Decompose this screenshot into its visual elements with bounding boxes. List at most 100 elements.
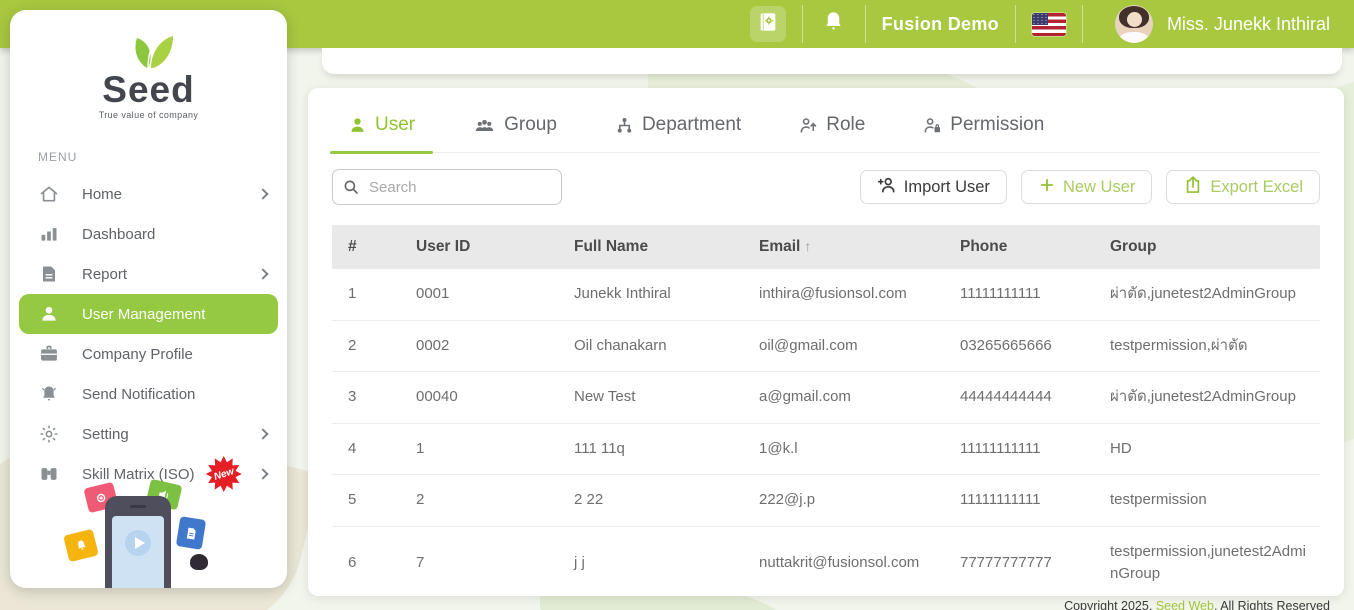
sidebar-item-skill-matrix[interactable]: Skill Matrix (ISO) New — [10, 454, 287, 494]
cell-email: inthira@fusionsol.com — [749, 269, 950, 321]
manual-book-button[interactable] — [749, 6, 786, 42]
sidebar-item-send-notification[interactable]: Send Notification — [10, 374, 287, 414]
sidebar-item-company-profile[interactable]: Company Profile — [10, 334, 287, 374]
table-row[interactable]: 1 0001 Junekk Inthiral inthira@fusionsol… — [332, 269, 1320, 321]
column-header-phone[interactable]: Phone — [950, 225, 1100, 269]
sidebar-item-setting[interactable]: Setting — [10, 414, 287, 454]
sidebar-illustration — [10, 478, 287, 588]
bell-card-graphic — [63, 528, 99, 563]
header-divider — [1014, 5, 1016, 43]
sort-ascending-icon: ↑ — [804, 238, 812, 254]
seed-web-link[interactable]: Seed Web — [1155, 599, 1214, 610]
user-avatar[interactable] — [1114, 5, 1153, 43]
sidebar-item-label: Dashboard — [82, 225, 156, 243]
permission-icon — [923, 116, 942, 135]
search-box — [332, 169, 562, 205]
cell-phone: 77777777777 — [950, 526, 1100, 596]
sidebar-item-report[interactable]: Report — [10, 254, 287, 294]
import-user-icon — [877, 175, 897, 200]
cell-user-id: 00040 — [406, 371, 564, 424]
tab-label: Role — [826, 114, 866, 135]
table-row[interactable]: 3 00040 New Test a@gmail.com 44444444444… — [332, 371, 1320, 424]
header-divider — [801, 5, 803, 43]
new-user-button[interactable]: New User — [1020, 170, 1153, 204]
cell-phone: 11111111111 — [950, 423, 1100, 475]
tab-department[interactable]: Department — [611, 112, 745, 152]
column-header-full-name[interactable]: Full Name — [564, 225, 749, 269]
report-icon — [38, 265, 60, 283]
cell-user-id: 0001 — [406, 269, 564, 321]
new-user-label: New User — [1062, 177, 1136, 196]
tab-role[interactable]: Role — [795, 112, 869, 152]
avatar-shirt — [1119, 32, 1148, 43]
tab-user[interactable]: User — [329, 112, 434, 154]
footer: Copyright 2025, Seed Web, All Rights Res… — [0, 599, 1330, 610]
bell-icon — [822, 10, 845, 38]
cell-full-name: 111 11q — [564, 423, 749, 475]
tab-group[interactable]: Group — [469, 112, 561, 152]
camera-card-graphic — [83, 481, 119, 514]
cell-index: 5 — [332, 474, 406, 527]
logo-tagline: True value of company — [98, 110, 199, 120]
binoculars-icon — [38, 464, 60, 484]
table-row[interactable]: 2 0002 Oil chanakarn oil@gmail.com 03265… — [332, 320, 1320, 372]
search-input[interactable] — [332, 169, 562, 205]
logged-in-user-name[interactable]: Miss. Junekk Inthiral — [1166, 13, 1330, 34]
bell-icon — [38, 384, 60, 404]
chevron-right-icon — [257, 468, 269, 480]
plus-icon — [1038, 176, 1056, 199]
group-icon — [473, 116, 496, 135]
sidebar-item-label: Report — [82, 265, 128, 283]
cell-user-id: 1 — [406, 423, 564, 475]
sidebar-item-label: Setting — [82, 425, 129, 443]
cell-group: testpermission — [1100, 474, 1320, 527]
tab-label: User — [375, 114, 416, 135]
cell-index: 6 — [332, 526, 406, 596]
cell-email: 1@k.l — [749, 423, 950, 475]
cell-group: testpermission,ผ่าตัด — [1100, 320, 1320, 372]
sidebar-item-user-management[interactable]: User Management — [19, 294, 278, 334]
cell-phone: 11111111111 — [950, 269, 1100, 321]
cell-phone: 11111111111 — [950, 474, 1100, 527]
search-icon — [342, 178, 360, 201]
export-excel-button[interactable]: Export Excel — [1166, 170, 1320, 204]
tab-bar: User Group Department Role Permission — [329, 112, 1320, 154]
sidebar-item-label: Company Profile — [82, 345, 193, 363]
cell-group: ผ่าตัด,junetest2AdminGroup — [1100, 371, 1320, 424]
language-flag-button[interactable] — [1031, 12, 1066, 36]
column-header-email[interactable]: Email ↑ — [749, 225, 950, 269]
copyright-text: Copyright 2025, — [1064, 599, 1153, 610]
scrolled-card-edge — [322, 48, 1342, 74]
document-card-graphic — [175, 516, 207, 550]
notifications-button[interactable] — [819, 10, 849, 38]
column-header-user-id[interactable]: User ID — [406, 225, 564, 269]
cell-phone: 44444444444 — [950, 371, 1100, 424]
cell-user-id: 2 — [406, 474, 564, 527]
logo-title: Seed — [102, 69, 195, 110]
user-icon — [348, 116, 367, 135]
table-row[interactable]: 5 2 2 22 222@j.p 11111111111 testpermiss… — [332, 474, 1320, 527]
import-user-button[interactable]: Import User — [859, 170, 1007, 204]
cell-index: 2 — [332, 320, 406, 372]
cell-full-name: New Test — [564, 371, 749, 424]
tab-permission[interactable]: Permission — [919, 112, 1048, 152]
menu-section-label: MENU — [38, 150, 78, 164]
users-table: # User ID Full Name Email ↑ Phone Group 1… — [332, 225, 1320, 596]
table-row[interactable]: 6 7 j j nuttakrit@fusionsol.com 77777777… — [332, 526, 1320, 596]
cell-index: 4 — [332, 423, 406, 475]
role-icon — [799, 116, 818, 135]
sidebar-item-home[interactable]: Home — [10, 174, 287, 214]
gear-icon — [38, 424, 60, 444]
department-icon — [615, 116, 634, 135]
cell-full-name: Oil chanakarn — [564, 320, 749, 372]
cell-email: nuttakrit@fusionsol.com — [749, 526, 950, 596]
table-row[interactable]: 4 1 111 11q 1@k.l 11111111111 HD — [332, 423, 1320, 475]
table-toolbar: Import User New User Export Excel — [332, 169, 1320, 205]
sidebar-item-label: User Management — [82, 305, 206, 323]
cell-full-name: 2 22 — [564, 474, 749, 527]
app-title: Fusion Demo — [881, 13, 999, 34]
import-user-label: Import User — [903, 177, 990, 196]
column-header-group[interactable]: Group — [1100, 225, 1320, 269]
sidebar-item-dashboard[interactable]: Dashboard — [10, 214, 287, 254]
column-header-index[interactable]: # — [332, 225, 406, 269]
